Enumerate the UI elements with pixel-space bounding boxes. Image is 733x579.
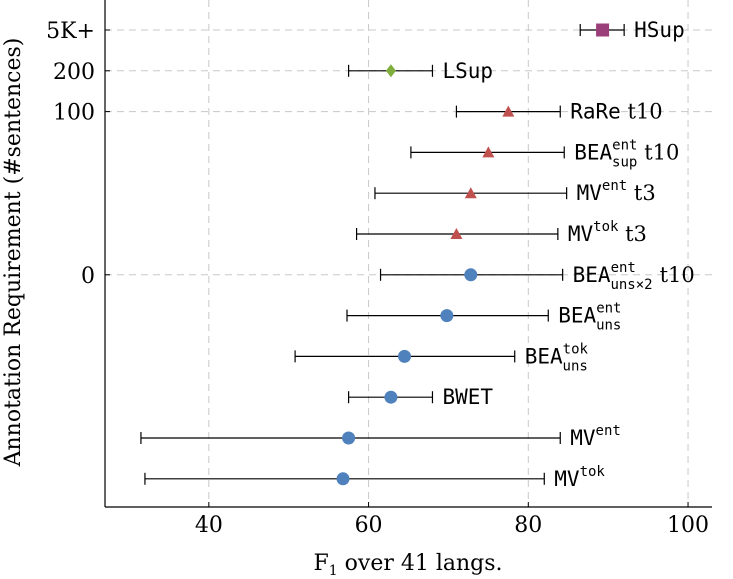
label-bwet: BWET bbox=[442, 385, 493, 409]
marker-mv-ent-t3 bbox=[464, 187, 477, 199]
y-tick-label-200: 200 bbox=[53, 60, 95, 85]
point-labels: HSup LSup RaRe t10 BEAent sup t10 MVent t3 MVt… bbox=[442, 18, 694, 491]
marker-bea-ent-sup-t10 bbox=[482, 146, 495, 158]
label-lsup: LSup bbox=[442, 59, 493, 83]
marker-bwet bbox=[384, 390, 398, 404]
label-bea-tok-uns: BEAtok uns bbox=[525, 341, 589, 374]
label-rare-t10: RaRe t10 bbox=[570, 100, 662, 124]
x-tick-label-40: 40 bbox=[195, 513, 223, 538]
label-bea-ent-uns: BEAent uns bbox=[558, 301, 621, 334]
label-bea-ent-uns-x2-t10: BEAent uns×2 t10 bbox=[573, 260, 695, 293]
y-tick-label-5K+: 5K+ bbox=[46, 19, 95, 44]
marker-bea-tok-uns bbox=[398, 349, 412, 363]
y-tick-label-0: 0 bbox=[81, 264, 95, 289]
error-bars bbox=[140, 24, 625, 485]
marker-mv-tok bbox=[336, 472, 350, 486]
marker-hsup bbox=[596, 23, 610, 37]
marker-lsup bbox=[385, 64, 396, 78]
label-mv-ent: MVent bbox=[570, 423, 621, 450]
x-tick-label-60: 60 bbox=[355, 513, 383, 538]
y-axis-title: Annotation Requirement (#sentences) bbox=[1, 38, 26, 468]
y-tick-label-100: 100 bbox=[53, 101, 95, 126]
x-tick-label-80: 80 bbox=[514, 513, 542, 538]
point-markers bbox=[336, 23, 610, 486]
label-mv-ent-t3: MVent t3 bbox=[577, 178, 656, 205]
axes: 40 60 80 100 5K+ 200 100 0 bbox=[46, 0, 712, 538]
marker-bea-ent-uns bbox=[440, 309, 454, 323]
marker-mv-tok-t3 bbox=[450, 228, 463, 239]
marker-mv-ent bbox=[342, 431, 356, 445]
grid-lines bbox=[105, 0, 712, 507]
marker-rare-t10 bbox=[502, 105, 515, 117]
label-mv-tok-t3: MVtok t3 bbox=[568, 219, 647, 246]
label-hsup: HSup bbox=[634, 18, 685, 42]
x-tick-label-100: 100 bbox=[667, 513, 709, 538]
x-axis-title: F1 over 41 langs. bbox=[313, 551, 502, 579]
marker-bea-ent-uns-x2-t10 bbox=[464, 268, 478, 282]
label-mv-tok: MVtok bbox=[554, 464, 605, 491]
label-bea-ent-sup-t10: BEAent sup t10 bbox=[574, 137, 679, 170]
